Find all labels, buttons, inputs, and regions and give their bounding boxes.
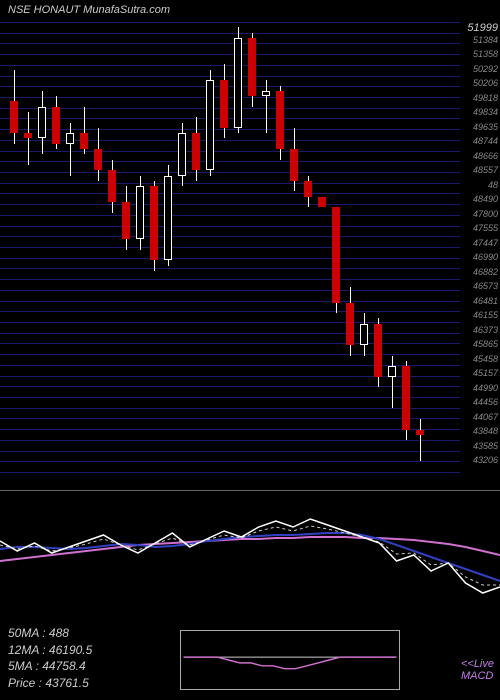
price-label: Price : — [8, 676, 42, 690]
y-axis-tick: 43206 — [473, 455, 498, 465]
gridline — [0, 322, 460, 323]
y-axis-tick: 44456 — [473, 397, 498, 407]
y-axis-tick: 50206 — [473, 78, 498, 88]
ma5-value: 44758.4 — [42, 659, 85, 673]
gridline — [0, 461, 460, 462]
gridline — [0, 33, 460, 34]
gridline — [0, 472, 460, 473]
gridline — [0, 440, 460, 441]
y-axis-tick: 44990 — [473, 383, 498, 393]
y-axis-tick: 46481 — [473, 296, 498, 306]
ma12-row: 12MA : 46190.5 — [8, 642, 92, 659]
macd-label: <<Live MACD — [461, 658, 494, 682]
gridline — [0, 418, 460, 419]
price-value: 43761.5 — [45, 676, 88, 690]
indicator-panel — [0, 490, 500, 620]
y-axis-tick: 51384 — [473, 35, 498, 45]
ma50-label: 50MA : — [8, 626, 46, 640]
y-axis-tick: 47447 — [473, 238, 498, 248]
y-axis-tick: 44067 — [473, 412, 498, 422]
y-axis-tick: 46573 — [473, 281, 498, 291]
gridline — [0, 204, 460, 205]
gridline — [0, 311, 460, 312]
gridline — [0, 108, 460, 109]
gridline — [0, 268, 460, 269]
ma12-label: 12MA : — [8, 643, 46, 657]
gridline — [0, 279, 460, 280]
y-axis-tick: 45865 — [473, 339, 498, 349]
gridline — [0, 451, 460, 452]
gridline — [0, 43, 460, 44]
ma50-row: 50MA : 488 — [8, 625, 92, 642]
y-axis-tick: 43848 — [473, 426, 498, 436]
info-panel: 50MA : 488 12MA : 46190.5 5MA : 44758.4 … — [8, 625, 92, 692]
gridline — [0, 343, 460, 344]
gridline — [0, 193, 460, 194]
ticker-title: NSE HONAUT MunafaSutra.com — [8, 4, 170, 16]
ma5-row: 5MA : 44758.4 — [8, 658, 92, 675]
ma5-label: 5MA : — [8, 659, 39, 673]
y-axis-tick: 49818 — [473, 93, 498, 103]
gridline — [0, 183, 460, 184]
macd-inset-svg — [181, 631, 399, 689]
gridline — [0, 236, 460, 237]
y-axis-tick: 46155 — [473, 310, 498, 320]
y-axis-tick: 50292 — [473, 64, 498, 74]
gridline — [0, 118, 460, 119]
y-axis-tick: 43585 — [473, 441, 498, 451]
gridline — [0, 301, 460, 302]
gridline — [0, 429, 460, 430]
gridline — [0, 54, 460, 55]
y-axis-tick: 48557 — [473, 165, 498, 175]
gridline — [0, 226, 460, 227]
gridline — [0, 97, 460, 98]
macd-label-line2: MACD — [461, 670, 494, 682]
y-axis-tick: 49635 — [473, 122, 498, 132]
gridline — [0, 76, 460, 77]
gridline — [0, 247, 460, 248]
gridline — [0, 258, 460, 259]
y-axis-tick: 48490 — [473, 194, 498, 204]
gridline — [0, 215, 460, 216]
price-row: Price : 43761.5 — [8, 675, 92, 692]
y-axis-tick: 45458 — [473, 354, 498, 364]
y-axis-tick: 45157 — [473, 368, 498, 378]
top-price-label: 51999 — [467, 22, 498, 34]
y-axis-tick: 46373 — [473, 325, 498, 335]
y-axis-tick: 47800 — [473, 209, 498, 219]
y-axis-tick: 46990 — [473, 252, 498, 262]
gridline — [0, 86, 460, 87]
chart-header: NSE HONAUT MunafaSutra.com — [8, 4, 170, 16]
price-panel — [0, 22, 460, 472]
gridline — [0, 65, 460, 66]
macd-label-line1: <<Live — [461, 658, 494, 670]
gridline — [0, 22, 460, 23]
gridline — [0, 333, 460, 334]
stock-chart-container: NSE HONAUT MunafaSutra.com 51999 51384 51… — [0, 0, 500, 700]
y-axis-tick: 48666 — [473, 151, 498, 161]
indicator-lines — [0, 491, 500, 621]
macd-inset — [180, 630, 400, 690]
gridline — [0, 290, 460, 291]
ma12-value: 46190.5 — [49, 643, 92, 657]
ma50-value: 488 — [49, 626, 69, 640]
y-axis-tick: 51358 — [473, 49, 498, 59]
y-axis-tick: 48744 — [473, 136, 498, 146]
y-axis-tick: 49834 — [473, 107, 498, 117]
y-axis-tick: 47555 — [473, 223, 498, 233]
y-axis-tick: 46882 — [473, 267, 498, 277]
y-axis-tick: 48 — [488, 180, 498, 190]
